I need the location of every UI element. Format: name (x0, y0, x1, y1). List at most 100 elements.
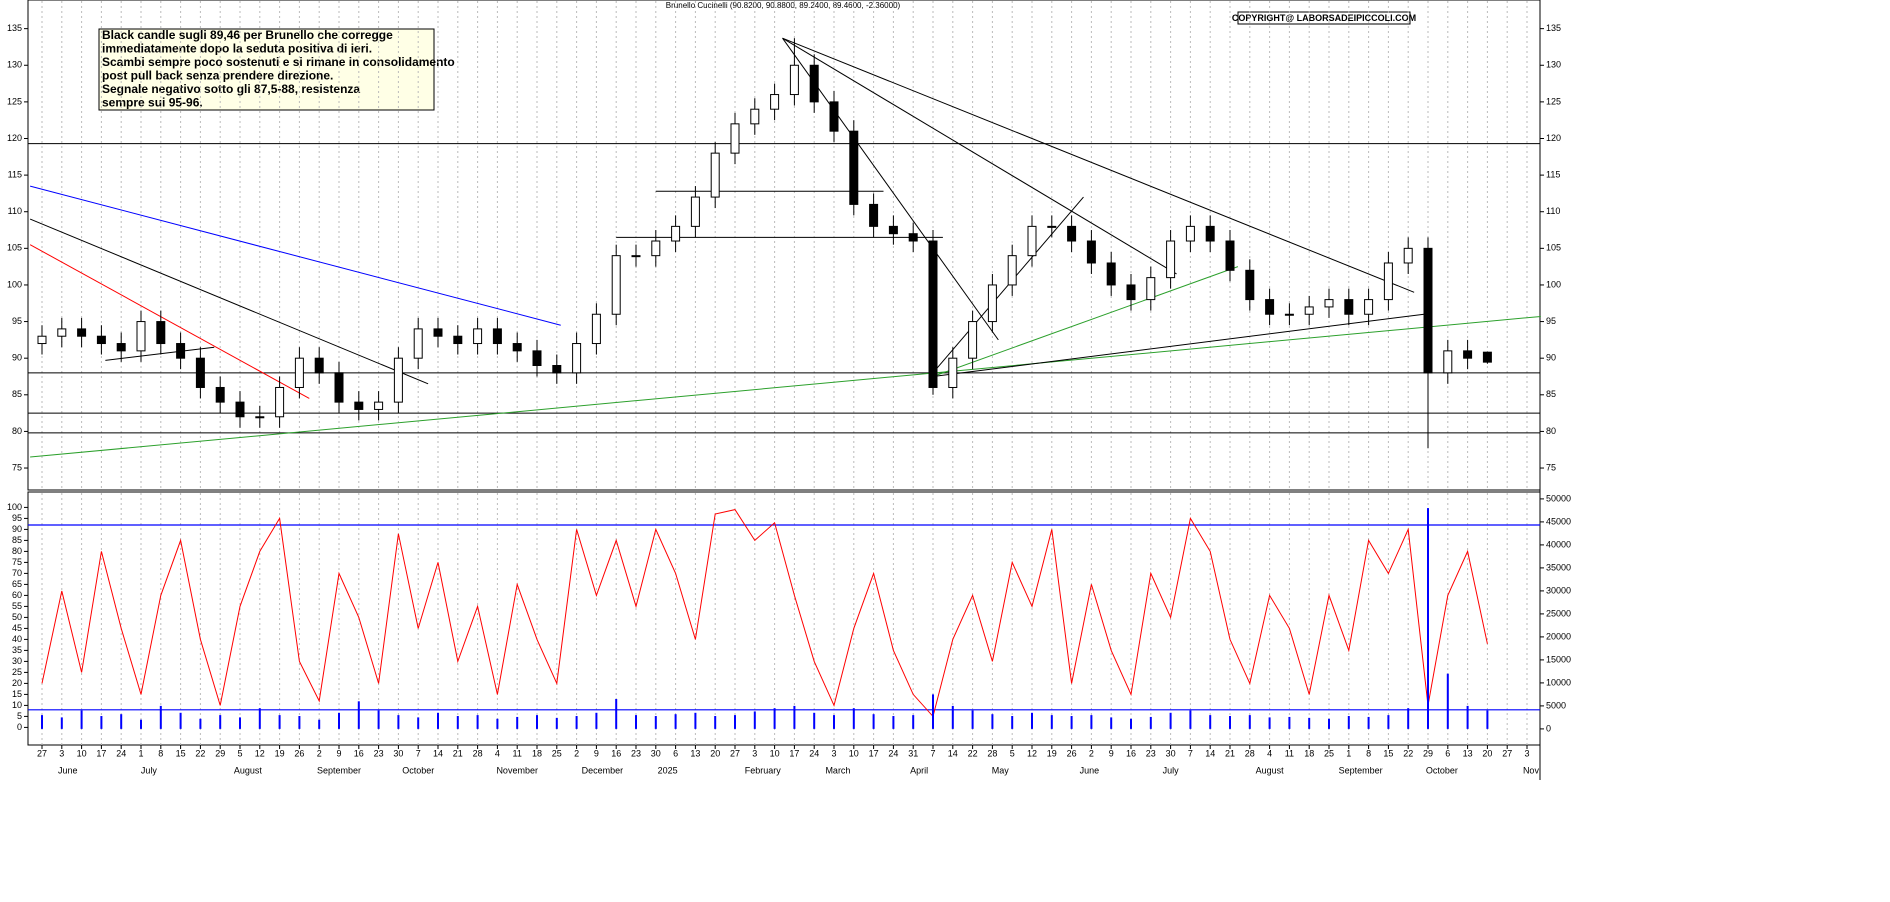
x-tick-label: 10 (849, 748, 859, 758)
y-tick-label: 135 (7, 23, 22, 33)
y-tick-label: 70 (12, 568, 22, 578)
volume-bar (536, 715, 538, 729)
x-tick-label: 11 (1285, 748, 1294, 758)
candle-body (512, 343, 522, 352)
y-tick-label: 20 (12, 678, 22, 688)
y-tick-label: 85 (12, 535, 22, 545)
x-tick-label: 2 (317, 748, 322, 758)
candle-body (235, 401, 245, 418)
x-tick-label: 22 (195, 748, 205, 758)
x-tick-label: 2 (574, 748, 579, 758)
x-tick-label: 5 (1010, 748, 1015, 758)
volume-bar (397, 715, 400, 729)
month-label: December (582, 765, 624, 775)
candle-body (1245, 269, 1255, 301)
y-tick-label: 105 (7, 243, 22, 253)
volume-bar (377, 710, 380, 729)
y2-tick-label: 15000 (1546, 654, 1571, 664)
candle-body (1443, 350, 1453, 374)
candle-body (374, 401, 384, 410)
candle-body (453, 335, 463, 345)
candle-body (1364, 299, 1374, 315)
y-tick-label: 55 (12, 601, 22, 611)
chart-title: Brunello Cucinelli (90.8200, 90.8800, 89… (666, 1, 901, 10)
candle-body (1344, 299, 1354, 315)
volume-bar (654, 716, 657, 729)
x-tick-label: 9 (336, 748, 341, 758)
candle-body (1284, 313, 1294, 316)
volume-bar (1308, 717, 1311, 729)
volume-bar (951, 705, 954, 729)
y-tick-label: 95 (12, 316, 22, 326)
candle-body (611, 255, 621, 315)
month-label: June (58, 765, 78, 775)
x-tick-label: 7 (416, 748, 421, 758)
volume-bar (298, 716, 301, 729)
candle-body (690, 196, 700, 227)
y-tick-label: 80 (1546, 426, 1556, 436)
volume-bar (258, 708, 261, 729)
candle-body (136, 321, 146, 352)
x-tick-label: 11 (513, 748, 522, 758)
candle-body (176, 343, 186, 359)
candle-body (552, 365, 562, 374)
candle-body (96, 335, 106, 345)
x-tick-label: 16 (611, 748, 621, 758)
volume-bar (615, 699, 618, 729)
candle-body (255, 416, 265, 419)
candle-body (156, 321, 166, 345)
y-tick-label: 75 (12, 557, 22, 567)
volume-bar (1268, 717, 1271, 729)
month-label: July (141, 765, 158, 775)
y2-tick-label: 10000 (1546, 677, 1571, 687)
volume-bar (1288, 716, 1291, 729)
volume-bar (852, 708, 855, 729)
trendline (105, 346, 215, 361)
volume-bar (100, 716, 103, 729)
y-tick-label: 85 (12, 389, 22, 399)
candle-body (413, 328, 423, 359)
x-tick-label: 31 (908, 748, 918, 758)
trendline (782, 37, 1177, 275)
y-tick-label: 25 (12, 667, 22, 677)
volume-bar (1149, 716, 1152, 729)
candle-body (294, 357, 304, 388)
candle-body (750, 108, 760, 125)
volume-bar (1209, 715, 1212, 729)
candle-body (1225, 240, 1235, 271)
y-tick-label: 130 (7, 60, 22, 70)
x-tick-label: 24 (888, 748, 898, 758)
volume-bar (694, 712, 697, 729)
x-tick-label: 24 (809, 748, 819, 758)
y-tick-label: 90 (12, 353, 22, 363)
volume-bar (179, 712, 182, 729)
candle-body (631, 255, 641, 258)
trendline (932, 313, 1425, 377)
y-tick-label: 65 (12, 579, 22, 589)
x-tick-label: 3 (59, 748, 64, 758)
x-tick-label: 23 (631, 748, 641, 758)
x-tick-label: 21 (453, 748, 463, 758)
volume-bar (991, 714, 994, 729)
volume-bar (912, 715, 915, 729)
y-tick-label: 50 (12, 612, 22, 622)
volume-bar (1169, 712, 1172, 729)
y-tick-label: 10 (12, 700, 22, 710)
y2-tick-label: 25000 (1546, 608, 1571, 618)
month-label: November (496, 765, 538, 775)
y-tick-label: 90 (1546, 353, 1556, 363)
volume-bar (338, 712, 340, 729)
month-label: February (745, 765, 782, 775)
x-tick-label: 5 (237, 748, 242, 758)
volume-bar (278, 715, 281, 729)
volume-bar (60, 717, 63, 729)
candle-body (1423, 247, 1433, 374)
volume-bar (753, 711, 756, 729)
volume-bar (932, 694, 934, 729)
y-tick-label: 125 (7, 96, 22, 106)
y2-tick-label: 50000 (1546, 493, 1571, 503)
x-tick-label: 13 (1463, 748, 1473, 758)
volume-bar (813, 712, 816, 729)
volume-bar (1189, 710, 1192, 729)
